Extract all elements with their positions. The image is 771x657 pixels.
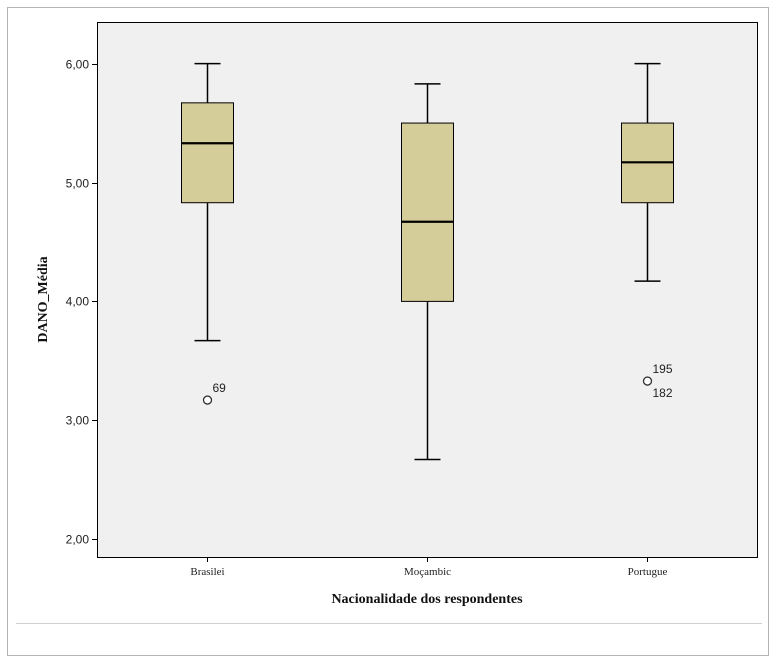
x-axis-title: Nacionalidade dos respondentes	[331, 592, 523, 607]
y-axis: 2,00 3,00 4,00 5,00 6,00	[66, 58, 97, 547]
boxplot-series: 69 195 182	[181, 62, 674, 461]
y-tick-label: 4,00	[66, 295, 90, 309]
outlier-point	[642, 376, 653, 386]
iqr-box	[401, 122, 454, 302]
box-group-3: 195 182	[621, 62, 674, 400]
y-tick-label: 6,00	[66, 58, 90, 72]
x-axis: Brasilei Moçambic Portugue	[190, 557, 667, 578]
y-tick-label: 2,00	[66, 533, 90, 547]
x-tick-label: Moçambic	[404, 566, 451, 578]
outlier-label: 69	[213, 381, 227, 395]
x-tick-label: Brasilei	[190, 566, 224, 578]
outlier-label: 195	[653, 362, 673, 376]
y-tick-label: 5,00	[66, 177, 90, 191]
box-group-2	[401, 83, 454, 461]
outlier-point	[202, 395, 213, 405]
iqr-box	[181, 102, 234, 204]
y-tick-label: 3,00	[66, 414, 90, 428]
x-tick-label: Portugue	[628, 566, 668, 578]
outlier-label: 182	[653, 386, 673, 400]
box-group-1: 69	[181, 62, 234, 405]
y-axis-title: DANO_Média	[36, 256, 51, 342]
